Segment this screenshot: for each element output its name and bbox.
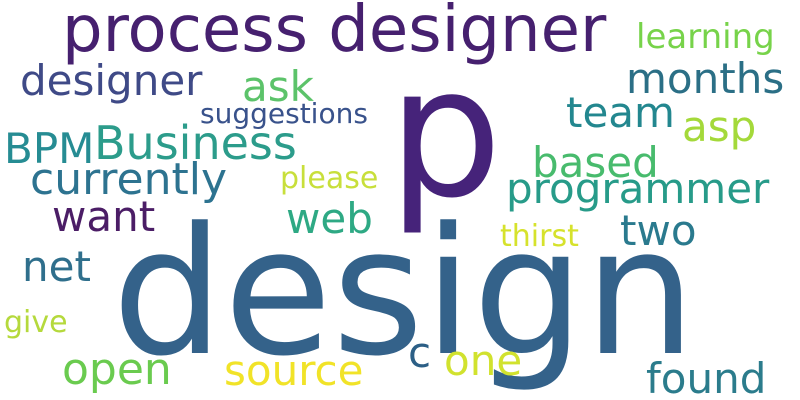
word-Business: Business [94,116,297,170]
word-design: design [112,190,696,395]
word-open: open [62,344,172,395]
word-one: one [444,336,523,385]
word-based: based [532,138,659,187]
word-give: give [4,305,68,340]
word-thirst: thirst [500,219,579,254]
word-programmer: programmer [506,164,770,213]
word-team: team [566,88,675,137]
word-asp: asp [682,102,757,151]
word-web: web [286,194,373,243]
word-BPM: BPM [4,124,95,173]
word-months: months [626,54,785,103]
word-please: please [280,161,379,196]
word-suggestions: suggestions [200,97,368,130]
word-found: found [646,354,767,400]
word-source: source [224,346,364,395]
word-process-designer: process designer [62,0,607,67]
word-c: c [408,328,432,377]
word-p: p [388,29,503,238]
word-want: want [52,192,156,241]
word-designer: designer [20,56,203,105]
word-currently: currently [30,154,227,205]
word-ask: ask [242,62,314,111]
word-learning: learning [636,17,775,57]
word-two: two [620,206,697,255]
word-net: net [22,242,91,291]
